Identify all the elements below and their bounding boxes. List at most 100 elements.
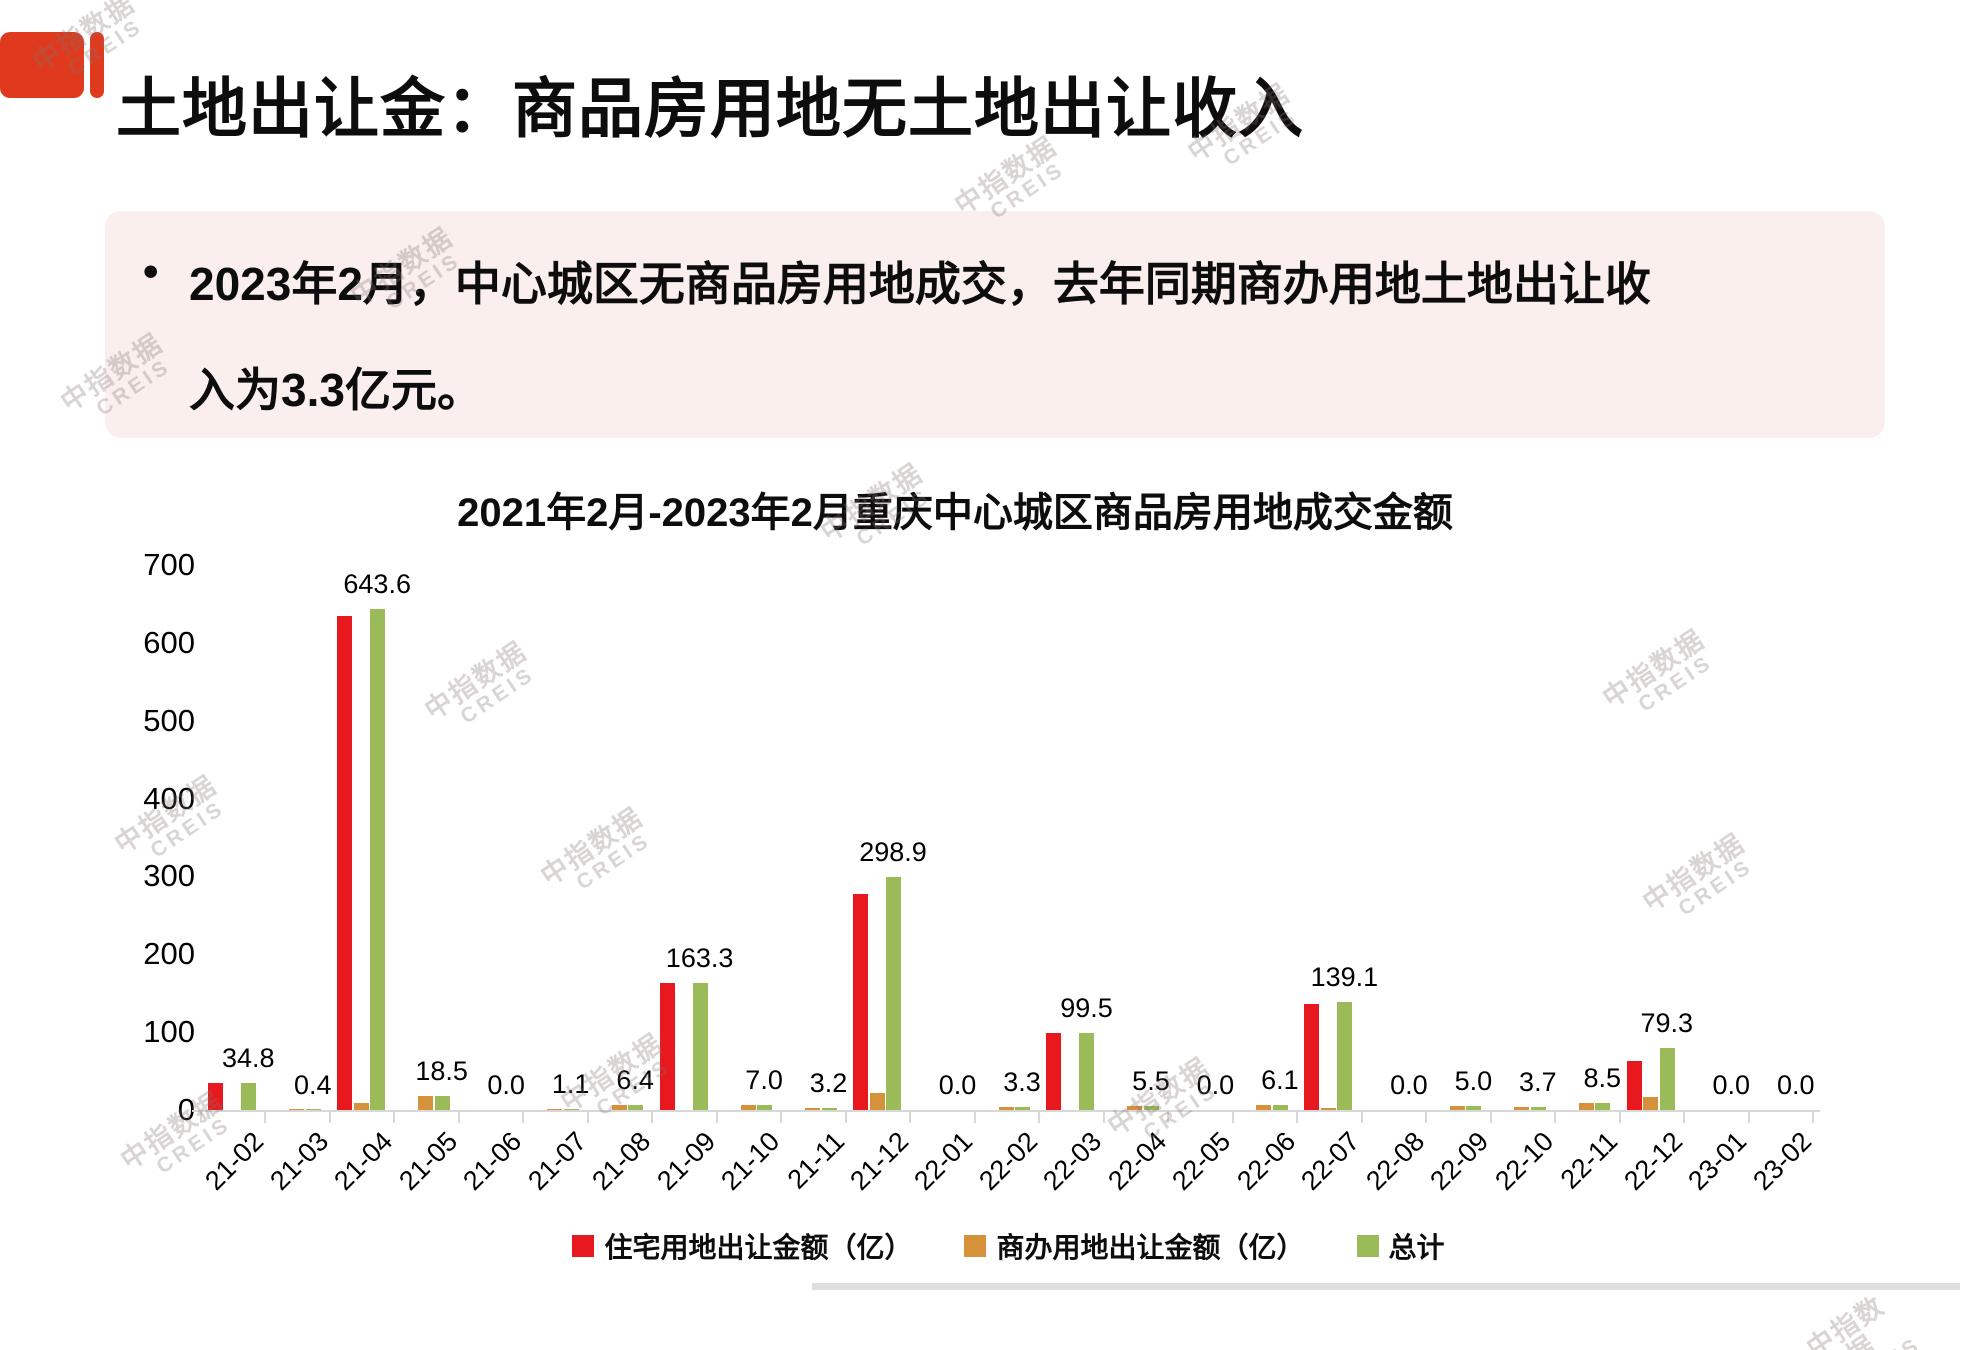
bar-value-label: 0.0 [1390, 1070, 1428, 1100]
x-axis-category-label: 21-02 [199, 1126, 270, 1197]
x-axis-category-label: 23-01 [1682, 1126, 1753, 1197]
y-axis-tick-label: 200 [143, 936, 195, 972]
legend-label-commercial: 商办用地出让金额（亿） [996, 1232, 1305, 1263]
x-axis-tick [393, 1110, 396, 1123]
watermark-subtext: CREIS [456, 662, 540, 729]
x-axis-tick [1554, 1110, 1557, 1123]
bar-commercial-21-05 [418, 1095, 434, 1110]
bar-value-label: 643.6 [343, 568, 411, 599]
brand-logo-mark [0, 32, 84, 98]
x-axis-category-label: 22-12 [1617, 1126, 1689, 1197]
x-axis-category-label: 21-03 [263, 1126, 334, 1197]
bar-total-21-09 [692, 982, 708, 1110]
x-axis-category-label: 21-07 [521, 1126, 592, 1197]
legend-label-total: 总计 [1388, 1232, 1445, 1263]
bar-residential-21-09 [659, 982, 675, 1110]
legend-label-residential: 住宅用地出让金额（亿） [604, 1232, 913, 1263]
bar-total-22-11 [1595, 1103, 1611, 1110]
bullet-dot: • [143, 247, 159, 296]
bar-value-label: 99.5 [1060, 992, 1113, 1023]
bar-residential-21-02 [208, 1082, 224, 1110]
bar-residential-22-12 [1626, 1060, 1642, 1110]
bar-commercial-22-09 [1449, 1106, 1465, 1110]
x-axis-tick [780, 1110, 783, 1123]
bar-value-label: 0.0 [938, 1070, 977, 1100]
x-axis-category-label: 21-06 [457, 1126, 528, 1197]
bar-value-label: 139.1 [1310, 961, 1379, 992]
bar-commercial-22-07 [1320, 1107, 1336, 1110]
bar-total-21-11 [821, 1107, 837, 1110]
x-axis-tick [328, 1110, 331, 1123]
x-axis-tick [1167, 1110, 1170, 1123]
x-axis-category-label: 21-05 [392, 1126, 463, 1197]
x-axis-tick [715, 1110, 718, 1123]
x-axis-category-label: 22-03 [1037, 1126, 1108, 1197]
x-axis-tick [586, 1110, 589, 1123]
bar-value-label: 298.9 [859, 837, 927, 868]
x-axis-tick [1618, 1110, 1621, 1123]
bar-value-label: 0.0 [1196, 1070, 1235, 1100]
bar-total-22-10 [1530, 1107, 1546, 1110]
bar-commercial-22-02 [998, 1107, 1014, 1110]
bar-value-label: 6.1 [1261, 1065, 1299, 1096]
legend-swatch-residential [572, 1235, 595, 1257]
bar-residential-22-03 [1046, 1032, 1062, 1110]
bar-commercial-21-10 [740, 1104, 756, 1110]
bar-total-21-07 [563, 1109, 579, 1110]
x-axis-tick [909, 1110, 912, 1123]
x-axis-category-label: 22-09 [1424, 1126, 1495, 1197]
bar-commercial-21-08 [611, 1105, 627, 1110]
watermark-text: 中指数据 [1637, 827, 1751, 918]
x-axis-tick [1296, 1110, 1299, 1123]
brand-logo-accent-bar [90, 32, 104, 98]
x-axis-category-label: 22-01 [908, 1126, 979, 1197]
bar-value-label: 3.7 [1519, 1067, 1557, 1098]
x-axis-tick [1489, 1110, 1492, 1123]
watermark-subtext: CREIS [1825, 1332, 1928, 1350]
bar-total-21-12 [886, 877, 902, 1110]
bar-total-21-08 [628, 1105, 644, 1110]
bar-commercial-22-10 [1514, 1107, 1530, 1110]
x-axis-tick [973, 1110, 976, 1123]
bar-value-label: 0.4 [293, 1069, 332, 1100]
bar-total-21-02 [241, 1082, 257, 1110]
bar-value-label: 5.0 [1454, 1066, 1493, 1097]
legend-item-residential: 住宅用地出让金额（亿） [572, 1226, 912, 1266]
watermark-text: 中指数据 [419, 635, 533, 726]
bar-total-22-03 [1079, 1032, 1095, 1110]
x-axis-category-label: 22-10 [1489, 1126, 1560, 1197]
x-axis-tick [1683, 1110, 1686, 1123]
x-axis-category-label: 22-04 [1102, 1126, 1173, 1197]
x-axis-category-label: 21-08 [586, 1126, 657, 1197]
bar-total-21-10 [757, 1104, 773, 1110]
bar-value-label: 0.0 [1776, 1070, 1815, 1100]
x-axis-category-label: 22-06 [1231, 1126, 1302, 1197]
x-axis-tick [1038, 1110, 1041, 1123]
x-axis-category-label: 22-11 [1554, 1126, 1624, 1195]
bar-value-label: 7.0 [745, 1064, 783, 1095]
chart-title: 2021年2月-2023年2月重庆中心城区商品房用地成交金额 [457, 491, 1453, 535]
x-axis-category-label: 21-10 [715, 1126, 786, 1197]
bar-value-label: 0.0 [487, 1070, 525, 1100]
y-axis-tick-label: 700 [143, 547, 195, 582]
bar-total-22-09 [1466, 1106, 1482, 1110]
bar-total-21-05 [434, 1095, 450, 1110]
x-axis-tick [1231, 1110, 1234, 1123]
bar-value-label: 79.3 [1640, 1008, 1694, 1039]
bar-total-21-04 [370, 608, 386, 1110]
x-axis-tick [1102, 1110, 1105, 1123]
x-axis-category-label: 21-04 [328, 1126, 399, 1197]
x-axis-tick [264, 1110, 267, 1123]
x-axis-category-label: 22-08 [1360, 1126, 1431, 1197]
x-axis-category-label: 21-12 [844, 1126, 915, 1197]
bar-value-label: 163.3 [665, 942, 734, 973]
bar-residential-21-04 [337, 615, 353, 1110]
x-axis-tick [1360, 1110, 1363, 1123]
x-axis-category-label: 22-07 [1295, 1126, 1366, 1197]
bar-commercial-21-11 [805, 1107, 821, 1110]
y-axis-tick-label: 500 [143, 702, 195, 738]
x-axis-tick [522, 1110, 525, 1123]
